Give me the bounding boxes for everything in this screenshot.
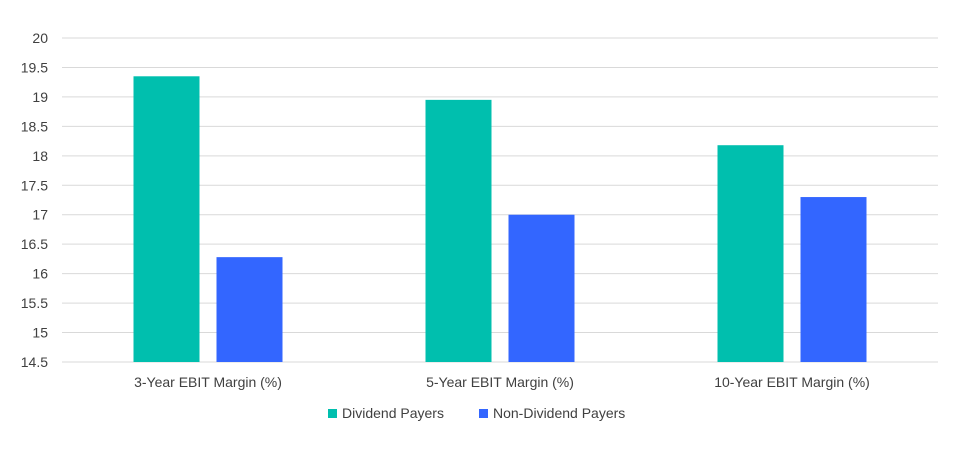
y-axis: 14.5 15 15.5 16 16.5 17 17.5 18 18.5 19 19.5 20 [21, 30, 48, 370]
x-tick-label: 10-Year EBIT Margin (%) [714, 374, 870, 390]
y-tick-label: 17.5 [21, 177, 48, 193]
legend-swatch [328, 409, 337, 418]
y-tick-label: 15 [32, 325, 48, 341]
y-tick-label: 16 [32, 266, 48, 282]
x-tick-label: 3-Year EBIT Margin (%) [134, 374, 282, 390]
x-axis: 3-Year EBIT Margin (%) 5-Year EBIT Margin… [134, 374, 870, 390]
y-tick-label: 14.5 [21, 354, 48, 370]
bar-dividend-payers [717, 145, 784, 362]
bar-non-dividend-payers [800, 197, 867, 362]
bar-non-dividend-payers [216, 257, 283, 362]
y-tick-label: 19 [32, 89, 48, 105]
bar-dividend-payers [425, 99, 492, 362]
legend-label: Non-Dividend Payers [493, 405, 625, 421]
y-tick-label: 15.5 [21, 295, 48, 311]
x-tick-label: 5-Year EBIT Margin (%) [426, 374, 574, 390]
legend: Dividend Payers Non-Dividend Payers [328, 405, 625, 421]
gridlines [62, 37, 938, 363]
y-tick-label: 17 [32, 207, 48, 223]
y-tick-label: 20 [32, 30, 48, 46]
legend-swatch [479, 409, 488, 418]
y-tick-label: 16.5 [21, 236, 48, 252]
y-tick-label: 19.5 [21, 59, 48, 75]
legend-label: Dividend Payers [342, 405, 444, 421]
bar-dividend-payers [133, 76, 200, 363]
bar-non-dividend-payers [508, 214, 575, 362]
y-tick-label: 18.5 [21, 118, 48, 134]
bars [133, 76, 867, 363]
y-tick-label: 18 [32, 148, 48, 164]
